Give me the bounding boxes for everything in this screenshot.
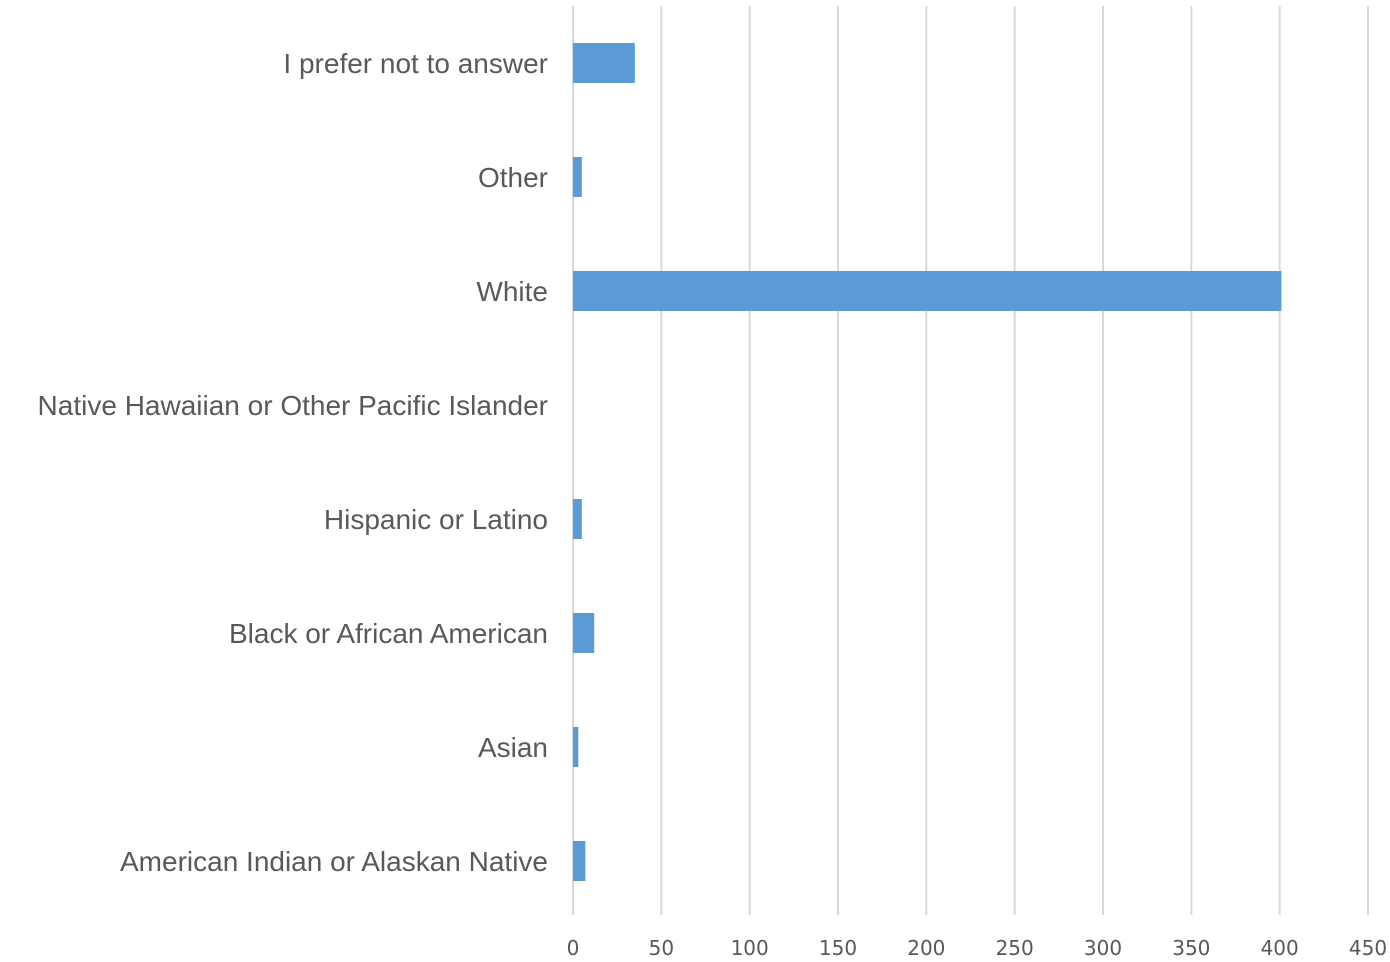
category-label: I prefer not to answer bbox=[283, 48, 548, 79]
category-label: Hispanic or Latino bbox=[324, 504, 548, 535]
bar bbox=[573, 841, 586, 881]
category-label: White bbox=[476, 276, 548, 307]
x-tick-label: 450 bbox=[1349, 936, 1387, 960]
x-tick-label: 400 bbox=[1261, 936, 1299, 960]
x-tick-label: 50 bbox=[649, 936, 674, 960]
category-label: American Indian or Alaskan Native bbox=[120, 846, 548, 877]
x-tick-label: 100 bbox=[731, 936, 769, 960]
bar bbox=[573, 499, 582, 539]
x-tick-label: 350 bbox=[1172, 936, 1210, 960]
bars bbox=[573, 43, 1282, 881]
bar bbox=[573, 157, 582, 197]
x-tick-label: 150 bbox=[819, 936, 857, 960]
category-label: Native Hawaiian or Other Pacific Islande… bbox=[38, 390, 548, 421]
x-tick-label: 0 bbox=[567, 936, 580, 960]
bar bbox=[573, 727, 579, 767]
x-axis-tick-labels: 0 50 100 150 200 250 300 350 400 450 bbox=[567, 936, 1387, 960]
bar bbox=[573, 43, 635, 83]
gridlines bbox=[572, 6, 1369, 915]
x-tick-label: 200 bbox=[907, 936, 945, 960]
category-label: Other bbox=[478, 162, 548, 193]
category-labels: American Indian or Alaskan Native Asian Bl… bbox=[38, 48, 548, 877]
x-tick-label: 250 bbox=[996, 936, 1034, 960]
bar bbox=[573, 613, 595, 653]
x-tick-label: 300 bbox=[1084, 936, 1122, 960]
category-label: Asian bbox=[478, 732, 548, 763]
category-label: Black or African American bbox=[229, 618, 548, 649]
bar bbox=[573, 271, 1282, 311]
